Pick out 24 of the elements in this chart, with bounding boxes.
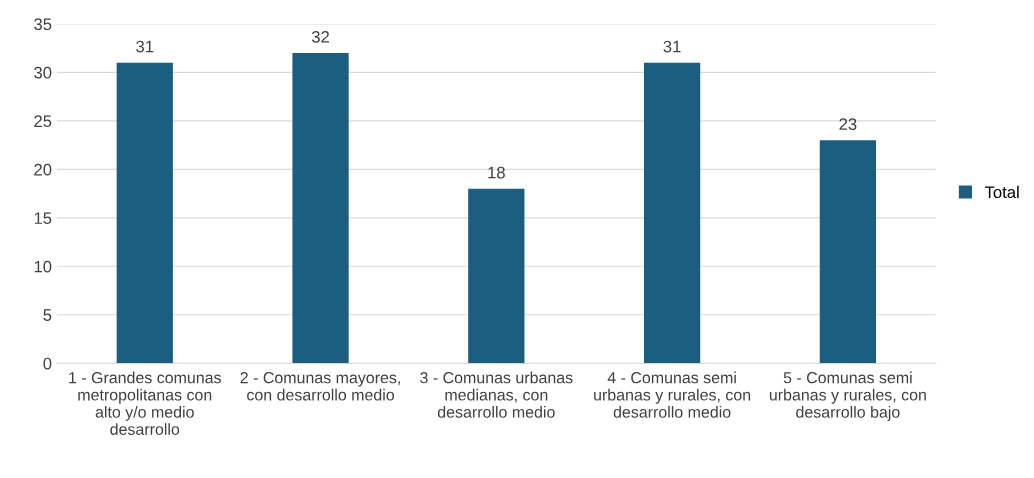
y-tick-label: 5 (43, 309, 52, 321)
bar (819, 140, 876, 364)
y-tick-label: 15 (34, 212, 52, 225)
data-label: 31 (136, 40, 154, 53)
x-tick-label: 1 - Grandes comunas metropolitanas con alto y/o medio desarrollo (69, 371, 221, 435)
data-label: 32 (311, 30, 329, 43)
bar (643, 62, 701, 364)
y-tick-label: 30 (34, 66, 52, 79)
bar (116, 62, 173, 364)
x-tick-label: 5 - Comunas semi urbanas y rurales, con desarrollo bajo (769, 371, 926, 421)
x-tick-label: 4 - Comunas semi urbanas y rurales, con desarrollo medio (594, 371, 751, 418)
bar (468, 188, 525, 364)
y-tick-label: 20 (34, 163, 52, 176)
data-label: 18 (488, 166, 505, 179)
y-tick-label: 35 (34, 18, 52, 31)
y-tick-label: 10 (34, 260, 52, 273)
x-tick-label: 2 - Comunas mayores, con desarrollo medio (240, 372, 400, 401)
data-label: 31 (663, 40, 681, 53)
data-label: 23 (839, 118, 857, 131)
y-tick-label: 0 (43, 357, 52, 370)
bar (292, 52, 349, 364)
y-tick-label: 25 (34, 115, 52, 128)
legend-label: Total (984, 185, 1019, 199)
x-tick-label: 3 - Comunas urbanas medianas, con desarrollo medio (420, 371, 573, 418)
